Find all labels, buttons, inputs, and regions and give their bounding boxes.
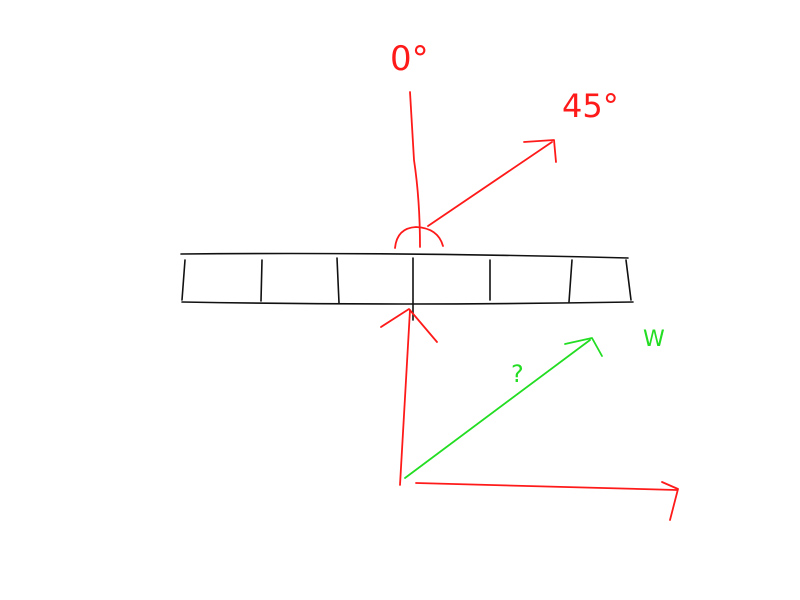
incoming-arrows — [394, 91, 557, 249]
lower-arrows — [380, 308, 679, 521]
horizontal-arrow-head — [661, 481, 679, 521]
angle-arc — [394, 226, 444, 249]
upward-arrow-line — [399, 309, 411, 486]
vertical-arrow-line — [409, 91, 421, 248]
plank-bottom-edge — [181, 301, 634, 305]
resultant-arrow — [404, 337, 603, 479]
wind-label: W — [643, 327, 665, 352]
plank-divider — [336, 257, 340, 304]
plank-divider — [568, 259, 573, 303]
horizontal-arrow-line — [415, 482, 678, 491]
upward-arrow-head — [380, 308, 438, 343]
plank-right-end — [625, 259, 632, 301]
plank-divider — [260, 259, 263, 302]
resultant-arrow-head — [564, 337, 603, 357]
diagonal-angle-label: 45° — [562, 87, 619, 125]
top-angle-label: 0° — [390, 39, 429, 79]
resultant-arrow-line — [404, 339, 591, 479]
unknown-label: ? — [511, 360, 524, 388]
diagonal-arrow-line — [427, 141, 553, 227]
plank-top-edge — [180, 252, 629, 259]
diagonal-arrow-head — [523, 139, 557, 163]
plank — [180, 252, 634, 321]
plank-left-end — [181, 259, 186, 301]
